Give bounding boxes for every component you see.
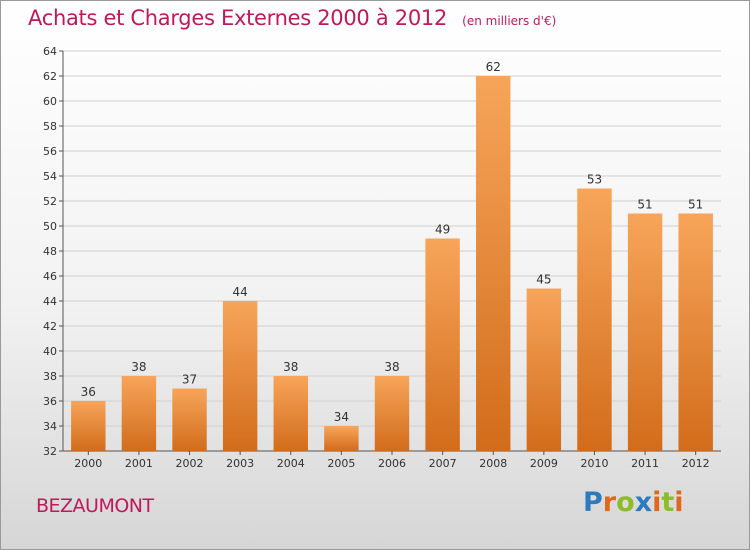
- labels: 2000 36 2001 38 2002 37 2003 44 2004 38 2005 34 2006…: [74, 60, 709, 470]
- bar-2005: [324, 426, 359, 451]
- x-tick-label: 2002: [176, 457, 204, 470]
- bar-2004: [273, 376, 308, 451]
- y-tick-label: 44: [43, 295, 57, 308]
- y-tick-label: 42: [43, 320, 57, 333]
- x-tick-label: 2003: [226, 457, 254, 470]
- bars: [71, 76, 713, 451]
- y-tick-label: 56: [43, 145, 57, 158]
- y-tick-label: 48: [43, 245, 57, 258]
- bar-2008: [476, 76, 511, 451]
- y-tick-label: 32: [43, 445, 57, 458]
- data-label: 38: [283, 360, 298, 374]
- bar-2007: [425, 238, 460, 451]
- bar-2000: [71, 401, 106, 451]
- y-tick-label: 40: [43, 345, 57, 358]
- logo-letter: i: [652, 487, 662, 518]
- y-tick-label: 52: [43, 195, 57, 208]
- y-tick-label: 36: [43, 395, 57, 408]
- bar-2002: [172, 388, 207, 451]
- data-label: 53: [587, 173, 602, 187]
- x-tick-label: 2005: [327, 457, 355, 470]
- x-tick-label: 2007: [429, 457, 457, 470]
- data-label: 36: [81, 385, 96, 399]
- x-tick-label: 2008: [479, 457, 507, 470]
- x-tick-label: 2006: [378, 457, 406, 470]
- data-label: 44: [233, 285, 248, 299]
- bar-2011: [627, 213, 663, 451]
- y-tick-label: 64: [43, 45, 57, 58]
- logo-letter: r: [602, 487, 617, 518]
- x-tick-label: 2000: [74, 457, 102, 470]
- y-tick-label: 60: [43, 95, 57, 108]
- logo-letter: t: [661, 487, 675, 518]
- chart-unit: (en milliers d'€): [462, 14, 557, 28]
- bar-2012: [678, 213, 713, 451]
- y-tick-label: 50: [43, 220, 57, 233]
- proxiti-logo: Proxiti: [583, 487, 684, 518]
- y-tick-label: 46: [43, 270, 57, 283]
- bar-2009: [526, 288, 562, 451]
- data-label: 38: [384, 360, 399, 374]
- y-tick-label: 34: [43, 420, 57, 433]
- x-tick-label: 2009: [530, 457, 558, 470]
- data-label: 51: [688, 198, 703, 212]
- y-tick-label: 58: [43, 120, 57, 133]
- commune-name: BEZAUMONT: [36, 495, 154, 517]
- y-tick-label: 38: [43, 370, 57, 383]
- x-tick-label: 2011: [631, 457, 659, 470]
- y-tick-label: 62: [43, 70, 57, 83]
- x-tick-label: 2012: [682, 457, 710, 470]
- data-label: 34: [334, 410, 349, 424]
- data-label: 45: [536, 273, 551, 287]
- data-label: 37: [182, 373, 197, 387]
- data-label: 51: [637, 198, 652, 212]
- logo-letter: P: [583, 487, 603, 518]
- x-tick-label: 2004: [277, 457, 305, 470]
- logo-letter: o: [616, 487, 635, 518]
- logo-letter: i: [674, 487, 684, 518]
- x-tick-label: 2001: [125, 457, 153, 470]
- y-tick-label: 54: [43, 170, 57, 183]
- data-label: 38: [131, 360, 146, 374]
- bar-2003: [222, 301, 258, 451]
- bar-2006: [374, 376, 410, 451]
- bar-2001: [121, 376, 157, 451]
- data-label: 49: [435, 223, 450, 237]
- chart-title: Achats et Charges Externes 2000 à 2012: [28, 6, 448, 30]
- data-label: 62: [486, 60, 501, 74]
- logo-letter: x: [634, 487, 653, 518]
- x-tick-label: 2010: [580, 457, 608, 470]
- chart-title-line: Achats et Charges Externes 2000 à 2012 (…: [28, 6, 556, 30]
- bar-2010: [577, 188, 612, 451]
